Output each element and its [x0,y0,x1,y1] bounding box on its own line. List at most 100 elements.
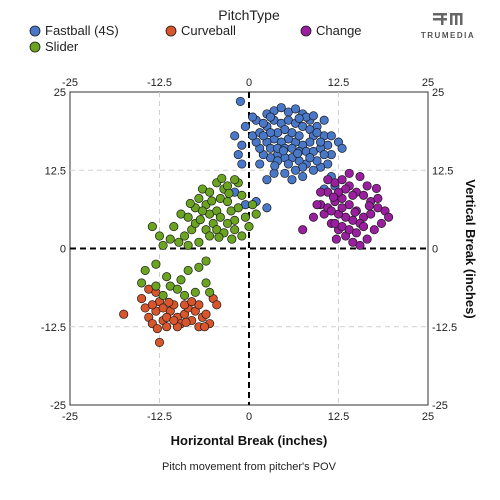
point-slider [237,190,247,200]
x-tick-label-top: -12.5 [147,77,172,89]
point-fastball-4s [233,150,243,160]
point-fastball-4s [278,146,288,156]
point-slider [183,240,193,250]
point-slider [197,206,208,216]
point-slider [185,198,195,208]
series-slider [137,173,261,300]
point-change [337,175,347,185]
legend-label-change: Change [316,23,362,38]
point-slider [147,222,157,232]
point-change [326,206,336,216]
point-change [298,225,308,235]
point-slider [222,218,233,229]
point-curveball [164,297,174,307]
point-slider [207,196,217,206]
x-tick-label-bottom: 12.5 [328,411,349,423]
point-fastball-4s [337,143,347,153]
legend-marker-change [300,25,312,37]
point-slider [169,222,179,232]
point-slider [217,173,227,183]
point-fastball-4s [235,96,245,106]
point-slider [222,197,233,207]
point-fastball-4s [308,165,318,175]
point-slider [165,234,175,244]
point-slider [194,262,204,272]
point-change [376,218,387,229]
point-fastball-4s [276,103,286,113]
point-curveball [147,300,157,310]
point-fastball-4s [290,104,301,114]
point-curveball [154,337,165,347]
point-curveball [212,300,222,310]
point-slider [195,215,205,225]
point-change [348,237,358,247]
point-change [359,222,369,232]
point-slider [205,231,215,241]
point-change [344,168,354,178]
point-slider [183,265,193,275]
point-curveball [181,317,191,327]
point-change [308,212,318,222]
point-fastball-4s [258,118,268,128]
point-fastball-4s [270,161,280,171]
point-change [384,212,394,222]
point-slider [176,275,186,285]
point-curveball [201,309,211,319]
trumedia-logo-icon [433,13,463,25]
chart-caption: Pitch movement from pitcher's POV [162,461,337,473]
x-tick-label-top: 25 [422,77,434,89]
point-slider [172,284,182,294]
point-fastball-4s [262,175,272,185]
brand-logo: TRUMEDIA [421,13,474,40]
point-change [355,171,365,182]
y-tick-label-right: -25 [432,400,448,412]
point-slider [180,231,190,241]
point-slider [251,209,261,219]
x-tick-label-top: 12.5 [328,77,349,89]
legend: PitchType Fastball (4S) Curveball Change… [29,7,362,54]
y-tick-label-left: -12.5 [41,322,66,334]
point-change [366,209,376,219]
point-change [323,175,333,185]
point-fastball-4s [298,171,308,182]
point-slider [222,181,233,191]
point-fastball-4s [255,159,265,169]
point-change [331,234,341,244]
point-slider [194,237,204,247]
y-tick-label-right: 0 [432,244,438,256]
y-tick-label-right: 12.5 [432,165,453,177]
point-fastball-4s [312,128,322,138]
point-slider [230,175,240,185]
point-change [337,203,347,213]
legend-title: PitchType [218,7,280,23]
legend-label-slider: Slider [45,39,79,54]
point-change [371,183,381,193]
point-change [312,200,322,210]
point-change [373,193,383,203]
point-slider [158,290,168,300]
y-tick-label-right: -12.5 [432,322,457,334]
point-change [328,192,339,202]
point-fastball-4s [316,137,326,147]
point-curveball [187,297,197,307]
series-curveball [119,284,222,347]
point-fastball-4s [305,153,315,163]
point-slider [190,287,200,297]
series-change [298,168,394,250]
reference-lines [70,92,428,405]
x-tick-label-top: -25 [62,77,78,89]
point-fastball-4s [294,113,304,123]
point-fastball-4s [258,131,268,141]
point-slider [180,290,190,300]
y-tick-label-left: 0 [60,244,66,256]
y-tick-label-left: 25 [54,87,66,99]
point-curveball [158,303,168,313]
point-curveball [137,294,147,304]
point-slider [201,256,211,266]
point-curveball [152,324,162,334]
point-slider [140,265,150,275]
point-change [316,187,326,197]
point-fastball-4s [240,121,250,131]
point-slider [162,272,172,282]
